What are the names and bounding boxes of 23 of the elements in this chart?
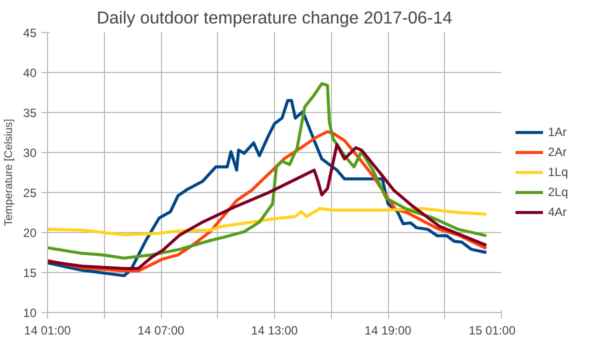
line-series — [48, 82, 488, 260]
x-tick-label: 14 07:00 — [138, 324, 185, 338]
y-tick-label: 45 — [23, 26, 37, 40]
x-tick-label: 14 01:00 — [24, 324, 72, 338]
y-tick-label: 35 — [23, 106, 37, 120]
x-tick-label: 14 19:00 — [364, 324, 412, 338]
y-tick-label: 15 — [23, 266, 37, 280]
legend-label: 1Ar — [548, 125, 568, 139]
line-series — [48, 99, 488, 278]
legend-label: 2Lq — [548, 185, 568, 199]
y-tick-label: 20 — [23, 226, 37, 240]
x-tick-label: 14 13:00 — [251, 324, 298, 338]
legend-label: 2Ar — [548, 145, 568, 159]
line-series — [48, 207, 488, 236]
y-tick-label: 25 — [23, 186, 37, 200]
x-tick-label: 15 01:00 — [468, 324, 516, 338]
legend-label: 4Ar — [548, 205, 568, 219]
y-tick-label: 40 — [23, 66, 37, 80]
y-tick-label: 10 — [23, 306, 37, 320]
y-axis-title: Temperature [Celsius] — [3, 118, 16, 226]
legend-label: 1Lq — [548, 165, 568, 179]
y-tick-label: 30 — [23, 146, 37, 160]
chart-title: Daily outdoor temperature change 2017-06-14 — [96, 8, 453, 28]
